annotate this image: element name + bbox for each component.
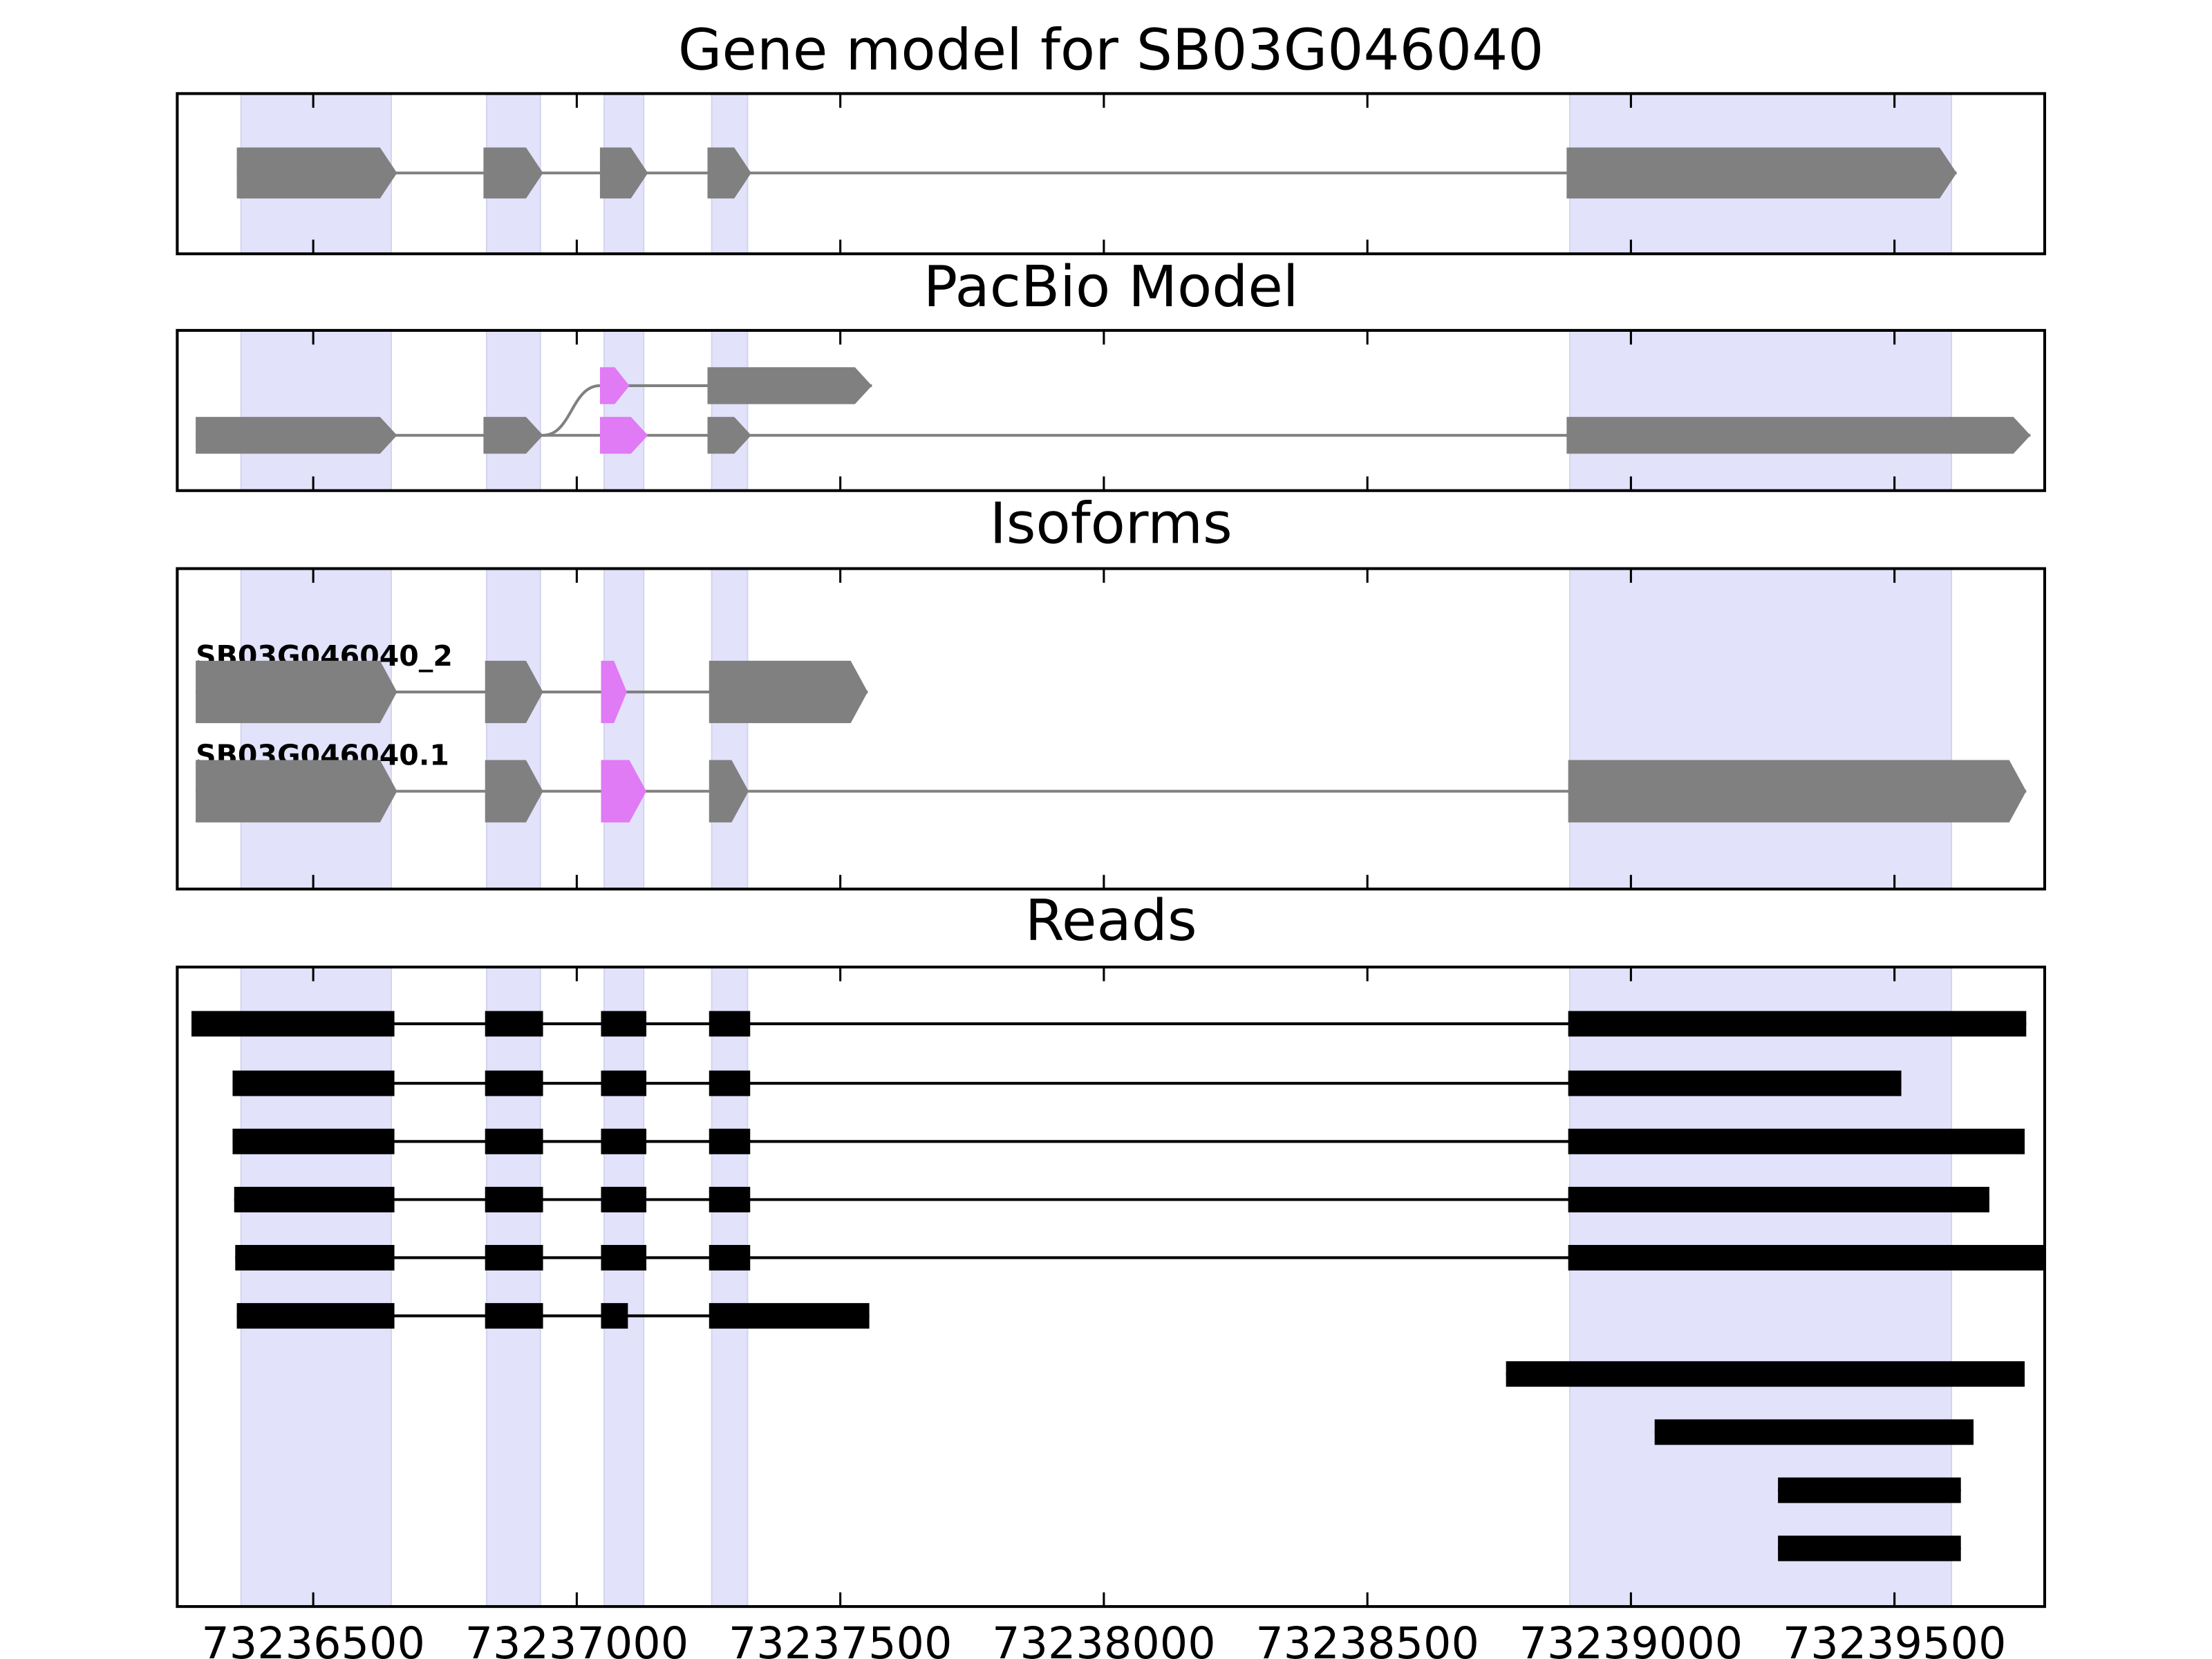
highlight-region — [711, 568, 749, 890]
read-block — [191, 1011, 395, 1037]
read-block — [235, 1245, 395, 1271]
read-block — [1506, 1361, 2025, 1387]
highlight-region — [240, 568, 393, 890]
highlight-region — [1568, 966, 1953, 1608]
exon — [483, 147, 543, 199]
panel-title: PacBio Model — [924, 254, 1299, 320]
exon — [599, 367, 630, 404]
read-block — [709, 1245, 751, 1271]
highlight-region — [240, 329, 393, 491]
exon — [196, 760, 397, 823]
x-tick-label: 73238000 — [992, 1618, 1216, 1659]
read-block — [709, 1128, 751, 1154]
highlight-region — [240, 966, 393, 1608]
exon — [707, 147, 751, 199]
x-tick-label: 73238500 — [1255, 1618, 1479, 1659]
read-block — [601, 1186, 647, 1212]
exon — [707, 417, 751, 454]
panel-frame — [176, 328, 2046, 492]
exon — [196, 660, 397, 724]
exon — [709, 760, 749, 823]
x-tick-label: 73239000 — [1519, 1618, 1743, 1659]
read-block — [232, 1070, 395, 1096]
read-block — [1568, 1070, 1902, 1096]
highlight-region — [485, 568, 541, 890]
read-block — [234, 1186, 395, 1212]
read-block — [1568, 1245, 2045, 1271]
read-block — [709, 1303, 870, 1329]
panel: PacBio Model — [176, 254, 2046, 492]
read-block — [485, 1245, 543, 1271]
panel-title: Isoforms — [990, 491, 1232, 557]
highlight-region — [1568, 329, 1953, 491]
read-block — [1778, 1535, 1961, 1562]
panel-title: Gene model for SB03G046040 — [678, 17, 1544, 83]
read-block — [485, 1186, 543, 1212]
read-block — [601, 1070, 647, 1096]
highlight-region — [711, 966, 749, 1608]
highlight-region — [603, 966, 645, 1608]
panel-frame — [176, 965, 2046, 1609]
read-block — [1568, 1128, 2025, 1154]
read-block — [485, 1070, 543, 1096]
highlight-region — [485, 966, 541, 1608]
read-block — [601, 1303, 628, 1329]
exon — [236, 147, 397, 199]
panel-title: Reads — [1025, 888, 1197, 954]
exon — [599, 147, 648, 199]
read-block — [485, 1128, 543, 1154]
x-tick-label: 73237500 — [729, 1618, 953, 1659]
read-block — [485, 1011, 543, 1037]
highlight-region — [485, 329, 541, 491]
read-block — [601, 1011, 647, 1037]
highlight-region — [603, 329, 645, 491]
read-block — [485, 1303, 543, 1329]
splice-branch — [543, 384, 601, 437]
x-tick-label: 73236500 — [201, 1618, 425, 1659]
exon — [485, 760, 543, 823]
panel-frame — [176, 92, 2046, 256]
read-block — [232, 1128, 395, 1154]
exon — [601, 660, 627, 724]
read-block — [709, 1070, 751, 1096]
exon — [707, 367, 872, 404]
x-tick-label: 73239500 — [1783, 1618, 2007, 1659]
highlight-region — [1568, 568, 1953, 890]
exon — [1568, 760, 2027, 823]
read-block — [236, 1303, 395, 1329]
read-block — [709, 1186, 751, 1212]
exon — [1566, 417, 2031, 454]
read-block — [1568, 1011, 2027, 1037]
exon — [709, 660, 868, 724]
read-block — [1568, 1186, 1989, 1212]
panel: Reads 73236500 73237000 73237500 73238000 732… — [176, 888, 2046, 1659]
read-block — [601, 1128, 647, 1154]
panel-frame — [176, 567, 2046, 891]
highlight-region — [711, 329, 749, 491]
exon — [196, 417, 397, 454]
highlight-region — [603, 568, 645, 890]
read-block — [601, 1245, 647, 1271]
read-block — [709, 1011, 751, 1037]
exon — [485, 660, 543, 724]
panel: Gene model for SB03G046040 — [176, 17, 2046, 256]
read-block — [1654, 1419, 1974, 1445]
read-block — [1778, 1477, 1961, 1503]
x-tick-label: 73237000 — [465, 1618, 689, 1659]
exon — [483, 417, 543, 454]
exon — [1566, 147, 1957, 199]
exon — [601, 760, 647, 823]
exon — [599, 417, 648, 454]
